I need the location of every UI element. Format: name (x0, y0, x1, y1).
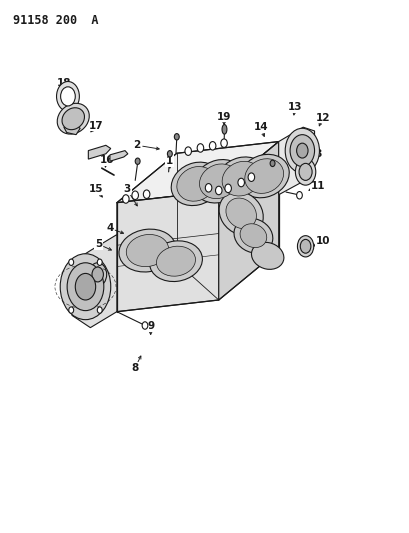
Ellipse shape (177, 166, 216, 201)
Circle shape (144, 190, 150, 198)
Ellipse shape (226, 198, 256, 229)
Text: 19: 19 (217, 111, 231, 122)
Polygon shape (88, 146, 111, 159)
Circle shape (61, 87, 75, 106)
Polygon shape (72, 235, 117, 328)
Polygon shape (279, 127, 315, 195)
Text: 8: 8 (132, 362, 139, 373)
Text: 14: 14 (254, 122, 268, 132)
Circle shape (221, 139, 227, 148)
Circle shape (216, 186, 222, 195)
Circle shape (290, 135, 315, 166)
Ellipse shape (200, 164, 238, 199)
Circle shape (225, 184, 231, 192)
Circle shape (297, 191, 302, 199)
Polygon shape (117, 191, 219, 312)
Circle shape (205, 183, 212, 192)
Circle shape (135, 158, 140, 165)
Text: 13: 13 (288, 102, 302, 112)
Circle shape (185, 147, 191, 156)
Text: 6: 6 (74, 256, 81, 266)
Polygon shape (219, 142, 279, 300)
Ellipse shape (150, 241, 202, 281)
Ellipse shape (62, 108, 85, 130)
Circle shape (75, 273, 96, 300)
Ellipse shape (240, 224, 267, 248)
Text: 18: 18 (56, 78, 71, 88)
Circle shape (174, 134, 179, 140)
Text: 7: 7 (60, 273, 67, 283)
Ellipse shape (171, 162, 221, 206)
Circle shape (270, 160, 275, 166)
Text: 9: 9 (147, 321, 154, 331)
Text: 3: 3 (124, 184, 131, 195)
Polygon shape (117, 142, 279, 203)
Ellipse shape (219, 191, 263, 235)
Polygon shape (64, 124, 80, 135)
Ellipse shape (222, 161, 261, 196)
Circle shape (132, 191, 139, 199)
Ellipse shape (216, 157, 267, 200)
Polygon shape (110, 151, 128, 161)
Circle shape (123, 195, 129, 203)
Text: 17: 17 (89, 120, 104, 131)
Circle shape (285, 128, 319, 173)
Circle shape (69, 259, 74, 265)
Ellipse shape (239, 155, 289, 198)
Text: 2: 2 (134, 140, 141, 150)
Circle shape (97, 259, 102, 265)
Ellipse shape (157, 246, 196, 276)
Circle shape (238, 178, 245, 187)
Ellipse shape (57, 103, 89, 134)
Circle shape (92, 267, 103, 282)
Text: 5: 5 (95, 239, 102, 249)
Circle shape (97, 307, 102, 313)
Text: 91158 200  A: 91158 200 A (13, 14, 99, 27)
Circle shape (142, 322, 148, 329)
Text: 4: 4 (106, 223, 114, 233)
Circle shape (299, 164, 312, 180)
Circle shape (297, 236, 314, 257)
Circle shape (67, 263, 104, 311)
Text: 10: 10 (315, 236, 330, 246)
Circle shape (297, 143, 308, 158)
Text: 16: 16 (99, 155, 114, 165)
Ellipse shape (245, 159, 283, 193)
Circle shape (295, 159, 316, 185)
Text: 12: 12 (315, 112, 330, 123)
Circle shape (60, 254, 111, 320)
Circle shape (209, 142, 216, 150)
Text: 8: 8 (314, 149, 321, 159)
Ellipse shape (234, 219, 273, 253)
Circle shape (248, 173, 255, 181)
Circle shape (167, 151, 172, 157)
Circle shape (89, 263, 107, 286)
Text: 1: 1 (166, 156, 173, 166)
Text: 15: 15 (89, 184, 104, 195)
Text: 11: 11 (310, 181, 325, 191)
Circle shape (69, 307, 74, 313)
Circle shape (300, 239, 311, 253)
Ellipse shape (119, 229, 176, 272)
Ellipse shape (126, 235, 169, 266)
Ellipse shape (252, 243, 284, 269)
Circle shape (56, 82, 79, 111)
Ellipse shape (222, 125, 227, 134)
Circle shape (197, 144, 204, 152)
Ellipse shape (194, 159, 244, 203)
